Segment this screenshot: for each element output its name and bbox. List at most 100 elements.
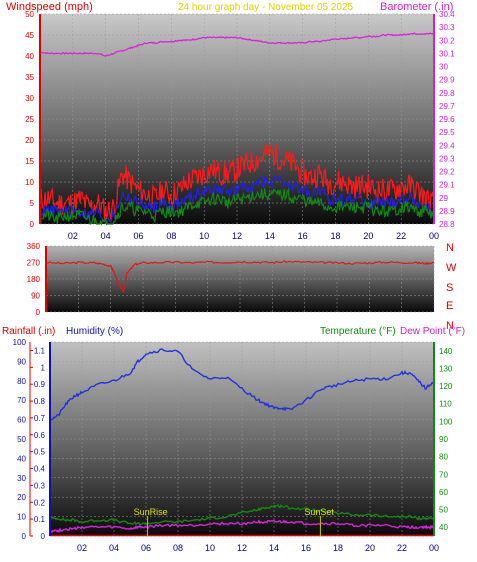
climate-x-tick: 00: [429, 543, 439, 553]
barometer-y-tick: 29.6: [439, 115, 455, 124]
rainfall-y-tick: 0.7: [34, 414, 46, 423]
wind-y-tick: 10: [25, 178, 34, 187]
compass-label: S: [446, 282, 453, 294]
temperature-y-tick: 70: [439, 470, 448, 479]
wind-y-tick: 40: [25, 52, 34, 61]
climate-x-tick: 06: [141, 543, 151, 553]
wind-y-tick: 5: [30, 199, 35, 208]
climate-x-axis: 02 04 06 08 10 12 14 16 18 20 22 00: [77, 543, 439, 553]
rainfall-ticks: 0 0.1 0.2 0.3 0.4 0.5 0.6 0.7 0.8 0.9 1 1.1: [30, 346, 46, 541]
barometer-y-tick: 29.3: [439, 154, 455, 163]
barometer-y-tick: 29.5: [439, 128, 455, 137]
climate-x-tick: 20: [365, 543, 375, 553]
temperature-y-tick: 80: [439, 453, 448, 462]
humidity-y-tick: 30: [17, 474, 26, 483]
temperature-axis-title: Temperature (°F): [320, 326, 396, 337]
barometer-line: [40, 32, 435, 57]
dew-point_f-line: [50, 519, 435, 534]
wind-x-tick: 20: [363, 231, 373, 241]
compass-label: E: [446, 300, 453, 312]
temperature-ticks: 40 50 60 70 80 90 100 110 120 130 140: [439, 347, 453, 532]
wind-y-tick: 15: [25, 157, 34, 166]
humidity-y-tick: 60: [17, 416, 26, 425]
wind-x-tick: 10: [199, 231, 209, 241]
temperature-y-tick: 90: [439, 435, 448, 444]
compass-label: N: [446, 242, 454, 254]
wind-y-tick: 35: [25, 73, 34, 82]
compass-label: W: [446, 262, 457, 274]
humidity-y-tick: 40: [17, 454, 26, 463]
humidity-pct-line: [49, 348, 435, 422]
humidity-y-tick: 50: [17, 435, 26, 444]
barometer-y-tick: 28.8: [439, 220, 455, 229]
temperature-y-tick: 130: [439, 364, 453, 373]
wind-x-tick: 22: [396, 231, 406, 241]
direction-y-tick: 0: [36, 308, 41, 317]
rainfall-y-tick: 1: [41, 363, 46, 372]
climate-x-tick: 22: [397, 543, 407, 553]
wind-x-axis: 02 04 06 08 10 12 14 16 18 20 22 00: [68, 231, 439, 241]
wind-x-tick: 04: [101, 231, 111, 241]
climate-x-tick: 18: [333, 543, 343, 553]
wind-y-tick: 45: [25, 31, 34, 40]
barometer-axis-title: Barometer (.in): [380, 1, 453, 13]
barometer-y-tick: 29.8: [439, 89, 455, 98]
humidity-axis-title: Humidity (%): [66, 326, 123, 337]
wind-y-tick: 20: [25, 136, 34, 145]
temperature-y-tick: 40: [439, 523, 448, 532]
barometer-y-tick: 29.2: [439, 168, 455, 177]
wind-gust_mph-line: [39, 143, 435, 223]
barometer-y-tick: 29: [439, 194, 448, 203]
sun-markers: SunRise SunSet: [134, 507, 334, 536]
wind-x-tick: 18: [330, 231, 340, 241]
temperature-y-tick: 60: [439, 488, 448, 497]
wind-x-tick: 08: [166, 231, 176, 241]
temperature-y-tick: 50: [439, 506, 448, 515]
rainfall-y-tick: 1.1: [34, 346, 46, 355]
temperature-y-tick: 100: [439, 417, 453, 426]
graph-title: 24 hour graph day - November 05 2025: [178, 2, 354, 13]
climate-x-tick: 08: [173, 543, 183, 553]
climate-x-tick: 10: [205, 543, 215, 553]
humidity-y-tick: 20: [17, 493, 26, 502]
temperature-y-tick: 120: [439, 382, 453, 391]
wind-x-tick: 06: [133, 231, 143, 241]
wind-x-tick: 14: [265, 231, 275, 241]
rainfall-y-tick: 0: [41, 532, 46, 541]
wind-y-tick: 25: [25, 115, 34, 124]
barometer-y-tick: 29.9: [439, 76, 455, 85]
direction-y-tick: 360: [27, 242, 41, 251]
wind-x-tick: 02: [68, 231, 78, 241]
direction-y-tick: 180: [27, 275, 41, 284]
wind-y-tick: 0: [30, 220, 35, 229]
wind-x-tick: 16: [298, 231, 308, 241]
barometer-y-tick: 28.9: [439, 207, 455, 216]
humidity-y-tick: 10: [17, 513, 26, 522]
climate-series: [49, 348, 435, 537]
rainfall-y-tick: 0.3: [34, 481, 46, 490]
direction-ticks: 0 90 180 270 360: [27, 242, 41, 317]
humidity-y-tick: 0: [22, 532, 27, 541]
wind-x-tick: 12: [232, 231, 242, 241]
wind-low_mph-line: [39, 187, 435, 226]
barometer-y-tick: 29.4: [439, 141, 455, 150]
wind-y-tick: 50: [25, 10, 34, 19]
barometer-y-tick: 30.2: [439, 36, 455, 45]
barometer-y-tick: 30: [439, 63, 448, 72]
wind-speed-ticks: 0 5 10 15 20 25 30 35 40 45 50: [25, 10, 34, 229]
barometer-ticks: 28.8 28.9 29 29.1 29.2 29.3 29.4 29.5 29.6 29.7 29…: [439, 10, 455, 229]
humidity-y-tick: 70: [17, 396, 26, 405]
barometer-y-tick: 30.4: [439, 10, 455, 19]
dewpoint-axis-title: Dew Point (°F): [400, 326, 465, 337]
rainfall-y-tick: 0.1: [34, 515, 46, 524]
compass-label: N: [446, 320, 454, 332]
rainfall-y-tick: 0.5: [34, 448, 46, 457]
direction-series: [45, 260, 434, 293]
sunrise-label: SunRise: [134, 507, 168, 517]
temperature-y-tick: 110: [439, 400, 452, 409]
barometer-y-tick: 29.7: [439, 102, 455, 111]
wind-direction-line: [45, 260, 434, 293]
direction-grid: [46, 245, 435, 313]
wind-series: [39, 32, 435, 226]
humidity-y-tick: 80: [17, 377, 26, 386]
